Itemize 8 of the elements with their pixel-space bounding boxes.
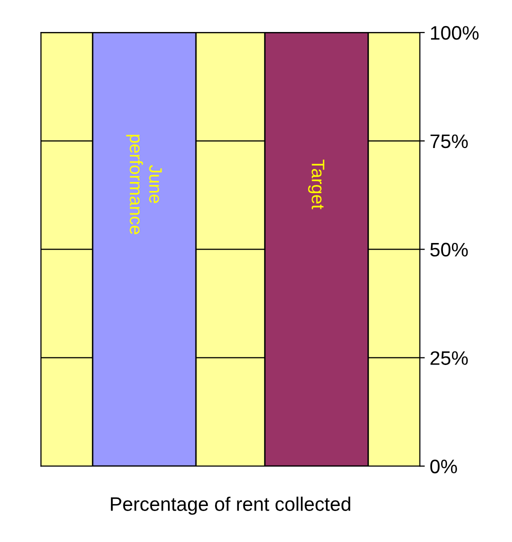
x-axis-title: Percentage of rent collected	[110, 496, 350, 515]
x-tick-label: Target	[308, 160, 324, 210]
x-tick-label: June performance	[126, 134, 162, 234]
y-tick-label: 25%	[430, 351, 468, 365]
y-tick-label: 0%	[430, 460, 457, 474]
y-tick-label: 75%	[430, 134, 468, 148]
y-tick-label: 50%	[430, 242, 468, 257]
y-tick-label: 100%	[431, 26, 479, 40]
